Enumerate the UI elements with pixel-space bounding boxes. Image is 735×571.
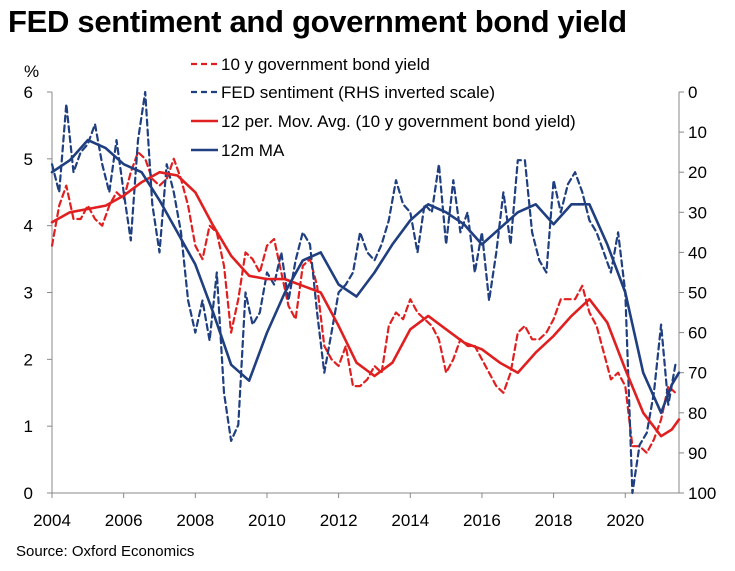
series-lines <box>50 90 681 495</box>
x-axis-tick-label: 2020 <box>606 511 644 530</box>
left-axis-tick-label: 0 <box>24 484 33 503</box>
left-axis-tick-label: 4 <box>24 217 33 236</box>
legend-label: 12m MA <box>221 141 285 160</box>
x-axis-tick-label: 2008 <box>176 511 214 530</box>
right-axis-tick-label: 80 <box>688 404 707 423</box>
x-axis-tick-label: 2012 <box>320 511 358 530</box>
legend-label: 10 y government bond yield <box>221 55 430 74</box>
left-axis-tick-label: 2 <box>24 350 33 369</box>
right-axis-tick-label: 10 <box>688 123 707 142</box>
x-axis-tick-label: 2014 <box>391 511 429 530</box>
x-axis-tick-label: 2018 <box>535 511 573 530</box>
x-axis-tick-label: 2016 <box>463 511 501 530</box>
left-axis-tick-label: 3 <box>24 284 33 303</box>
chart-title: FED sentiment and government bond yield <box>8 4 627 39</box>
right-axis-tick-label: 40 <box>688 243 707 262</box>
left-axis-tick-label: 6 <box>24 83 33 102</box>
right-axis-tick-label: 100 <box>688 484 716 503</box>
right-axis-tick-label: 30 <box>688 203 707 222</box>
x-axis-tick-label: 2004 <box>33 511 71 530</box>
series-line-4 <box>50 138 681 415</box>
right-axis-tick-label: 90 <box>688 444 707 463</box>
legend-label: FED sentiment (RHS inverted scale) <box>221 83 495 102</box>
x-axis-tick-label: 2006 <box>105 511 143 530</box>
series-line-1 <box>50 151 677 454</box>
right-axis-tick-label: 20 <box>688 163 707 182</box>
legend-label: 12 per. Mov. Avg. (10 y government bond … <box>221 112 576 131</box>
series-line-2 <box>50 90 677 495</box>
source-note: Source: Oxford Economics <box>16 543 194 560</box>
right-axis-tick-label: 70 <box>688 364 707 383</box>
right-axis-tick-label: 0 <box>688 83 697 102</box>
left-axis-unit-label: % <box>24 62 39 81</box>
left-axis-tick-label: 1 <box>24 417 33 436</box>
x-axis-tick-label: 2010 <box>248 511 286 530</box>
legend: 10 y government bond yield FED sentiment … <box>191 55 576 160</box>
right-axis-tick-label: 60 <box>688 324 707 343</box>
left-axis-tick-label: 5 <box>24 150 33 169</box>
series-line-3 <box>50 170 681 438</box>
right-axis-tick-label: 50 <box>688 284 707 303</box>
